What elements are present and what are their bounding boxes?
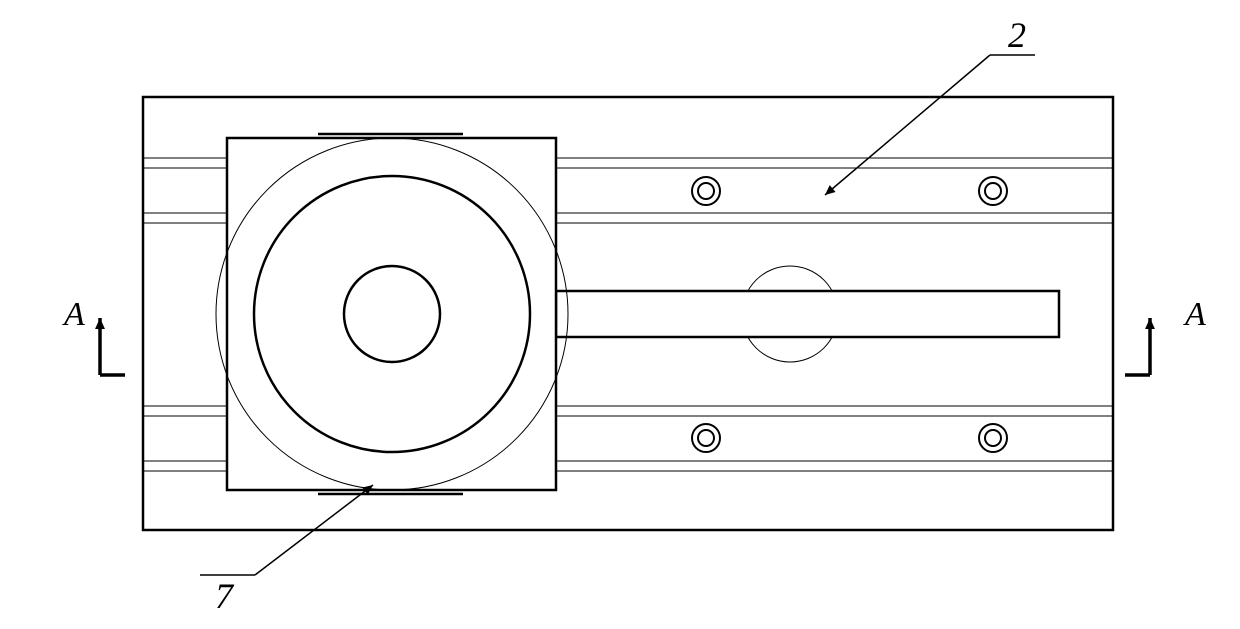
screw-0-outer: [692, 177, 720, 205]
callout-2-label: 2: [1008, 15, 1026, 55]
housing-square: [227, 138, 556, 490]
section-A-left-arrowhead: [95, 318, 105, 329]
callout-2-leader: [825, 55, 990, 195]
section-A-left-label: A: [62, 296, 85, 333]
callout-7-label: 7: [215, 576, 235, 616]
screw-2-outer: [692, 424, 720, 452]
section-A-right-arrowhead: [1145, 318, 1155, 329]
screw-3-outer: [979, 424, 1007, 452]
arm-bar: [556, 291, 1059, 337]
section-A-right-label: A: [1183, 296, 1206, 333]
screw-1-outer: [979, 177, 1007, 205]
